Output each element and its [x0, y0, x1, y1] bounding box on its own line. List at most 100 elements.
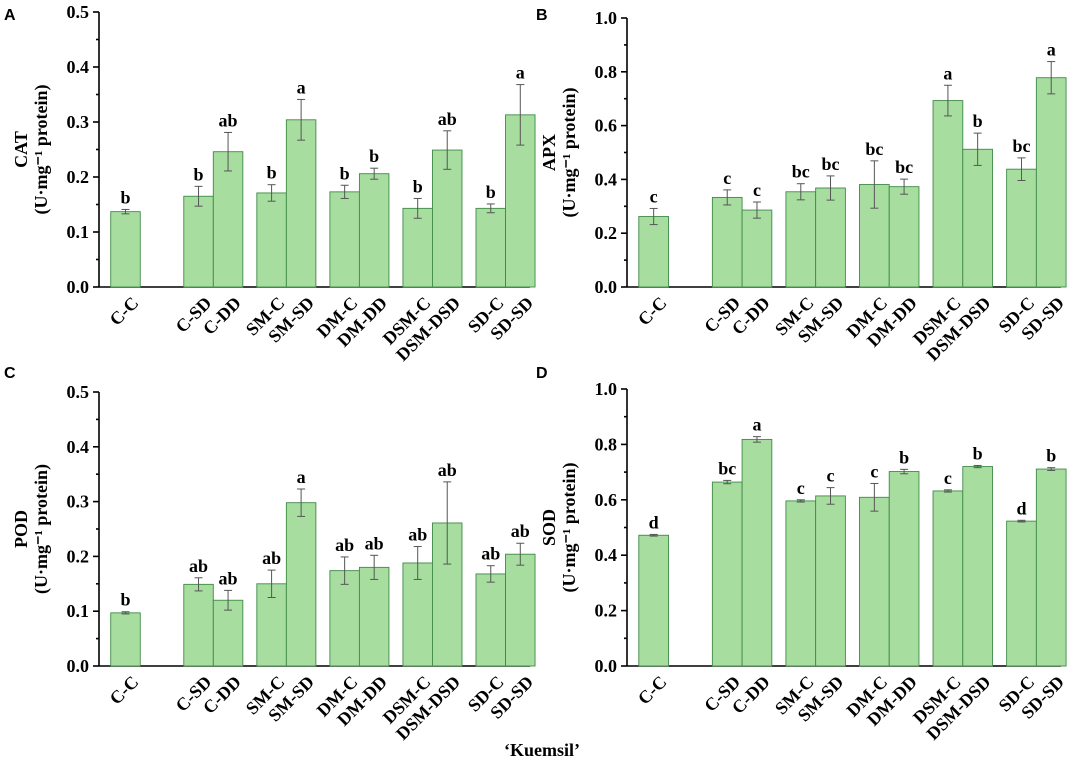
panel-letter: C	[4, 365, 16, 382]
bar	[212, 151, 244, 288]
significance-letter: ab	[189, 556, 208, 576]
y-tick-label: 0.3	[67, 492, 90, 512]
bar	[962, 148, 993, 288]
significance-letter: c	[797, 478, 805, 498]
bar	[711, 481, 743, 667]
bar	[183, 583, 214, 667]
bar	[432, 149, 463, 288]
y-axis-title: POD	[11, 510, 31, 548]
y-tick-label: 0.2	[595, 223, 618, 243]
bar	[110, 211, 141, 288]
significance-letter: a	[297, 467, 306, 487]
significance-letter: b	[973, 443, 983, 463]
significance-letter: ab	[335, 535, 354, 555]
y-axis-unit: (U·mg⁻¹ protein)	[31, 464, 52, 594]
y-tick-label: 0.2	[67, 167, 90, 187]
significance-letter: ab	[438, 109, 457, 129]
bar	[505, 553, 536, 667]
y-axis-unit: (U·mg⁻¹ protein)	[559, 87, 580, 217]
category-label: C-C	[106, 672, 143, 709]
panel-b: B 0.0 0.2 0.4 0.6 0.8 1.0 APX (U·mg⁻¹ protein) c C…	[536, 7, 1068, 365]
y-axis-title: SOD	[539, 509, 559, 546]
bar	[1035, 468, 1067, 667]
y-tick-label: 0.4	[67, 437, 90, 457]
bar	[741, 438, 773, 667]
bar	[110, 612, 141, 667]
significance-letter: d	[1016, 498, 1026, 518]
significance-letter: c	[827, 466, 835, 486]
significance-letter: b	[973, 111, 983, 131]
significance-letter: d	[649, 512, 659, 532]
significance-letter: ab	[219, 568, 238, 588]
significance-letter: ab	[438, 460, 457, 480]
x-axis-title: ‘Kuemsil’	[504, 740, 580, 760]
bar	[256, 192, 287, 288]
significance-letter: a	[752, 415, 761, 435]
y-tick-label: 0.2	[67, 546, 90, 566]
y-tick-label: 0.5	[67, 2, 90, 22]
significance-letter: a	[1047, 40, 1056, 60]
significance-letter: b	[413, 176, 423, 196]
significance-letter: c	[650, 186, 658, 206]
bar	[815, 495, 846, 667]
y-tick-label: 0.0	[67, 277, 90, 297]
y-axis-unit: (U·mg⁻¹ protein)	[31, 84, 52, 214]
significance-letter: c	[723, 168, 731, 188]
bar	[1006, 520, 1037, 667]
panel-letter: D	[536, 365, 548, 382]
panel-letter: A	[4, 7, 16, 24]
y-tick-label: 0.0	[595, 656, 618, 676]
bar	[329, 570, 360, 667]
y-tick-label: 0.4	[595, 545, 618, 565]
bar	[329, 191, 360, 288]
y-tick-label: 1.0	[595, 8, 618, 28]
bar	[638, 216, 669, 288]
y-axis-title: APX	[539, 134, 559, 171]
panel-a: A 0.0 0.1 0.2 0.3 0.4 0.5 CAT (U·mg⁻¹ protein) b C…	[4, 2, 537, 365]
y-tick-label: 1.0	[595, 379, 618, 399]
significance-letter: bc	[792, 162, 810, 182]
bar	[888, 471, 920, 667]
significance-letter: a	[943, 63, 952, 83]
bar	[1035, 77, 1067, 288]
y-tick-label: 0.2	[595, 601, 618, 621]
y-tick-label: 0.1	[67, 601, 90, 621]
bar	[888, 186, 920, 288]
significance-letter: c	[753, 180, 761, 200]
significance-letter: bc	[1012, 136, 1030, 156]
panel-letter: B	[536, 7, 548, 24]
bar	[475, 207, 506, 288]
y-tick-label: 0.6	[595, 116, 618, 136]
panel-c: C 0.0 0.1 0.2 0.3 0.4 0.5 POD (U·mg⁻¹ protein) b C…	[4, 365, 537, 744]
bar	[1006, 168, 1037, 288]
y-tick-label: 0.8	[595, 62, 618, 82]
bar	[962, 466, 993, 667]
y-tick-label: 0.5	[67, 382, 90, 402]
bar	[475, 573, 506, 667]
bar	[741, 209, 773, 288]
significance-letter: b	[120, 187, 130, 207]
bar	[358, 566, 390, 667]
bar	[358, 173, 390, 288]
bar	[815, 187, 846, 288]
significance-letter: a	[297, 77, 306, 97]
bar	[785, 191, 817, 288]
bar	[285, 119, 317, 288]
significance-letter: b	[369, 146, 379, 166]
y-tick-label: 0.4	[67, 57, 90, 77]
significance-letter: ab	[408, 525, 427, 545]
y-axis-title: CAT	[11, 131, 31, 168]
significance-letter: bc	[822, 154, 840, 174]
category-label: C-C	[106, 293, 143, 330]
bar	[285, 502, 317, 667]
bar	[638, 534, 669, 667]
significance-letter: ab	[511, 521, 530, 541]
panel-d: D 0.0 0.2 0.4 0.6 0.8 1.0 SOD (U·mg⁻¹ protein) d C…	[536, 365, 1068, 744]
y-axis-unit: (U·mg⁻¹ protein)	[559, 462, 580, 592]
significance-letter: ab	[219, 110, 238, 130]
significance-letter: a	[516, 63, 525, 83]
bar	[402, 207, 433, 288]
bar	[785, 500, 817, 667]
bar	[402, 562, 433, 667]
